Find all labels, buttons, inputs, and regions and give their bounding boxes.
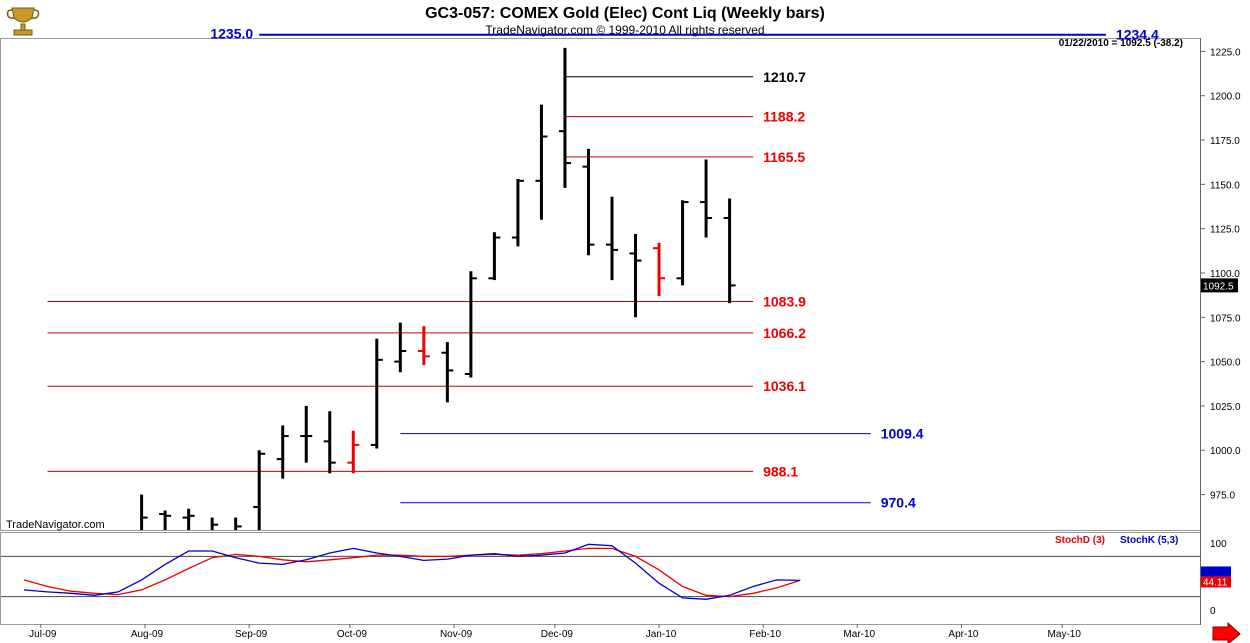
fib-levels: 1235.0 1234.4 1210.7 1188.2 1165.5 1083.9 1066… <box>47 26 1159 511</box>
x-tick-label: Oct-09 <box>337 629 367 640</box>
y-tick-label: 1025.0 <box>1210 402 1241 413</box>
price-bar <box>441 342 454 403</box>
stoch-last-value: 44.11 <box>1203 577 1228 588</box>
y-tick-label: 1200.0 <box>1210 92 1241 103</box>
price-panel-frame <box>0 38 1201 531</box>
x-tick-label: Jan-10 <box>646 629 677 640</box>
price-bar <box>370 338 383 449</box>
price-bar <box>464 271 477 378</box>
level-label: 1009.4 <box>881 426 924 442</box>
price-bar <box>558 47 571 188</box>
price-bar <box>159 510 172 530</box>
y-tick-label: 1050.0 <box>1210 358 1241 369</box>
price-bar <box>347 430 360 474</box>
price-axis: 975.0 1000.0 1025.0 1050.0 1075.0 1100.0 1125.… <box>1200 47 1241 502</box>
date-axis: Jul-09 Aug-09 Sep-09 Oct-09 Nov-09 Dec-09 Jan-… <box>29 624 1081 640</box>
level-label: 970.4 <box>881 495 916 511</box>
y-tick-label: 1100.0 <box>1210 269 1240 280</box>
x-tick-label: Sep-09 <box>235 629 268 640</box>
price-bar <box>653 242 666 297</box>
price-bar <box>700 159 713 238</box>
x-tick-label: Feb-10 <box>749 629 781 640</box>
x-tick-label: Aug-09 <box>131 629 164 640</box>
price-bar <box>488 232 501 281</box>
level-label: 1188.2 <box>763 109 805 125</box>
level-label: 1235.0 <box>210 26 253 42</box>
scroll-right-arrow-icon[interactable] <box>1212 621 1241 643</box>
last-price-info: 01/22/2010 = 1092.5 (-38.2) <box>1059 38 1183 49</box>
price-bar <box>511 179 524 247</box>
x-tick-label: Dec-09 <box>541 629 574 640</box>
last-price-box <box>1201 278 1238 293</box>
x-tick-label: Nov-09 <box>440 629 473 640</box>
price-bar <box>234 517 242 530</box>
x-tick-label: Mar-10 <box>843 629 875 640</box>
stoch-series-line <box>23 547 801 598</box>
price-bar <box>253 450 266 530</box>
price-bar <box>182 508 195 530</box>
y-tick-label: 1125.0 <box>1210 225 1240 236</box>
chart-title: GC3-057: COMEX Gold (Elec) Cont Liq (Wee… <box>425 5 825 22</box>
x-tick-label: Apr-10 <box>948 629 978 640</box>
chart-subtitle: TradeNavigator.com © 1999-2010 All right… <box>485 23 764 37</box>
stoch-tick-label: 100 <box>1210 539 1227 550</box>
y-tick-label: 975.0 <box>1210 491 1235 502</box>
level-label: 988.1 <box>763 463 798 479</box>
level-label: 1036.1 <box>763 378 806 394</box>
stochk-value-box <box>1201 566 1231 577</box>
price-bar <box>417 326 430 366</box>
legend-stochd: StochD (3) <box>1055 535 1105 546</box>
price-bar <box>323 411 336 474</box>
legend-stochk: StochK (5,3) <box>1120 535 1178 546</box>
y-tick-label: 1075.0 <box>1210 313 1241 324</box>
level-label: 1210.7 <box>763 69 806 85</box>
price-bar <box>606 196 618 281</box>
stoch-tick-label: 0 <box>1210 606 1216 617</box>
level-label: 1165.5 <box>763 149 805 165</box>
stochd-value-box <box>1201 576 1231 588</box>
price-bar <box>582 148 595 256</box>
level-label: 1066.2 <box>763 325 806 341</box>
x-tick-label: Jul-09 <box>29 629 57 640</box>
price-bar <box>394 322 407 373</box>
level-label: 1234.4 <box>1116 27 1159 43</box>
price-bar <box>300 405 313 463</box>
stochastic-panel: 050100StochD (3)StochK (5,3)44.11 <box>1 535 1231 617</box>
watermark-text: TradeNavigator.com <box>6 519 105 531</box>
price-bar <box>276 425 289 479</box>
price-bar <box>676 200 689 286</box>
x-tick-label: May-10 <box>1048 629 1082 640</box>
y-tick-label: 1225.0 <box>1210 47 1241 58</box>
y-tick-label: 1150.0 <box>1210 180 1240 191</box>
price-bar <box>535 104 548 220</box>
trophy-logo-icon[interactable] <box>4 2 42 38</box>
level-label: 1083.9 <box>763 294 806 310</box>
price-bar <box>210 517 219 530</box>
price-bars <box>140 47 736 530</box>
y-tick-label: 1175.0 <box>1210 136 1240 147</box>
y-tick-label: 1000.0 <box>1210 446 1241 457</box>
price-bar <box>629 233 642 318</box>
stoch-series-line <box>23 543 801 600</box>
price-bar <box>723 198 736 304</box>
last-price-label: 1092.5 <box>1203 281 1234 292</box>
stoch-panel-frame <box>0 532 1201 625</box>
price-bar <box>140 494 148 530</box>
